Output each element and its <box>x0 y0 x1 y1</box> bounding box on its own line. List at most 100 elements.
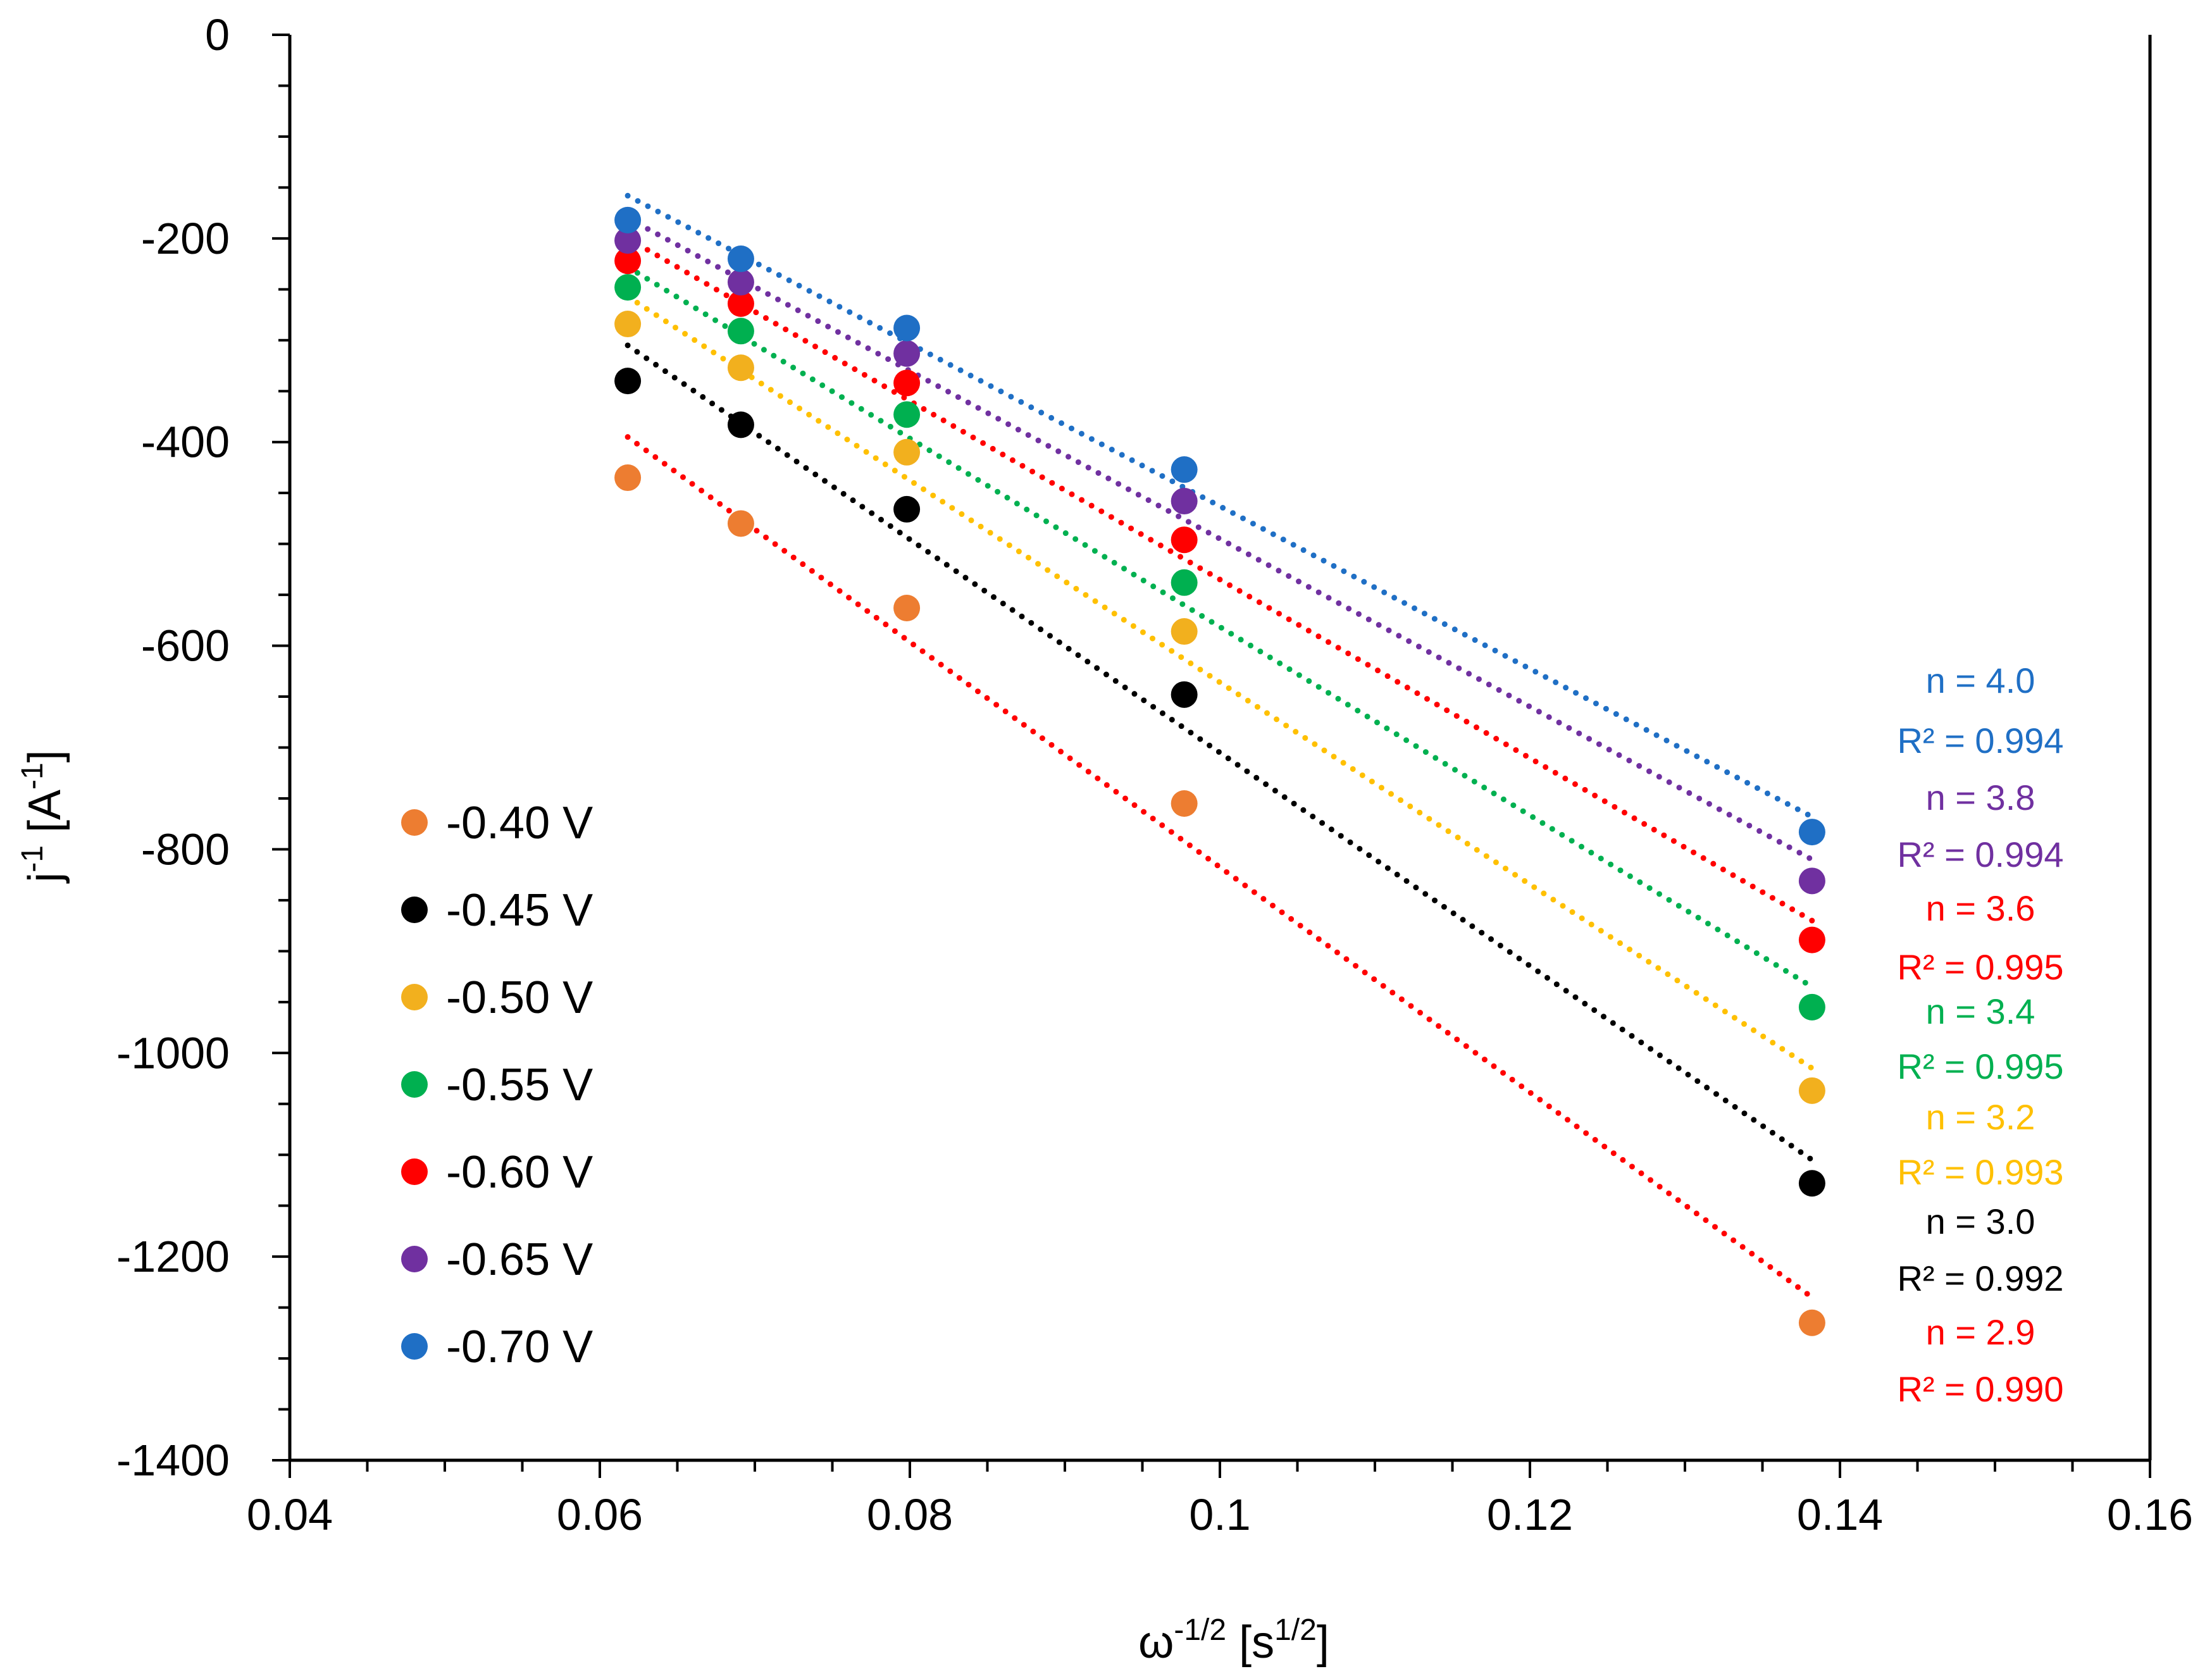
fit-line <box>624 235 1815 924</box>
legend-marker <box>401 809 428 836</box>
data-point <box>727 510 754 537</box>
fit-lines <box>624 192 1815 1301</box>
data-point <box>614 274 642 301</box>
data-point <box>614 368 642 395</box>
data-point <box>727 411 754 438</box>
data-point <box>1171 681 1198 708</box>
fit-r2-value: R² = 0.990 <box>1897 1369 2063 1409</box>
data-point <box>1798 993 1825 1021</box>
fit-line <box>624 342 1815 1163</box>
data-point <box>727 269 754 296</box>
y-axis-title-rest: [A <box>20 790 70 845</box>
data-points <box>614 206 1825 1336</box>
data-point <box>727 318 754 345</box>
legend-marker <box>401 1246 428 1272</box>
fit-line <box>624 434 1815 1301</box>
fit-line <box>624 215 1815 863</box>
data-point <box>893 314 921 342</box>
data-point <box>1171 618 1198 645</box>
data-point <box>727 354 754 382</box>
y-tick-label: -200 <box>141 214 230 263</box>
data-point <box>1171 488 1198 515</box>
data-point <box>1798 1077 1825 1104</box>
data-point <box>1798 1170 1825 1197</box>
x-axis-title-sup: -1/2 <box>1174 1613 1226 1647</box>
data-point <box>727 290 754 317</box>
x-tick-label: 0.08 <box>867 1490 953 1539</box>
x-axis-title-rest: [s <box>1226 1617 1274 1668</box>
x-tick-label: 0.06 <box>557 1490 643 1539</box>
x-tick-labels: 0.04 0.06 0.08 0.1 0.12 0.14 0.16 <box>247 1490 2193 1539</box>
y-axis-title-sup: -1 <box>16 845 49 872</box>
x-axis-title-base: ω <box>1138 1617 1174 1668</box>
fit-line <box>624 192 1815 820</box>
data-point <box>1171 526 1198 554</box>
y-tick-labels: 0 -200 -400 -600 -800 -1000 -1200 -1400 <box>116 10 230 1485</box>
fit-n-value: n = 3.4 <box>1926 991 2035 1031</box>
data-point <box>1798 819 1825 846</box>
y-tick-label: 0 <box>205 10 230 59</box>
data-point <box>893 438 921 466</box>
y-axis-title-base: j <box>20 872 70 884</box>
legend-label: -0.45 V <box>446 885 593 936</box>
data-point <box>1171 569 1198 596</box>
y-axis-title-sup2: -1 <box>16 762 49 790</box>
data-point <box>614 247 642 275</box>
data-point <box>1171 456 1198 483</box>
y-axis-title-end: ] <box>20 750 70 762</box>
data-point <box>614 206 642 233</box>
data-point <box>1798 1309 1825 1336</box>
fit-n-value: n = 4.0 <box>1926 661 2035 700</box>
y-tick-label: -1200 <box>116 1232 230 1281</box>
data-point <box>893 595 921 622</box>
data-point <box>727 245 754 273</box>
data-point <box>893 401 921 428</box>
x-axis-title-end: ] <box>1317 1617 1329 1668</box>
data-point <box>614 464 642 492</box>
legend-marker <box>401 1071 428 1098</box>
fit-n-value: n = 2.9 <box>1926 1312 2035 1352</box>
data-point <box>1798 867 1825 895</box>
fit-line <box>624 264 1815 990</box>
y-tick-label: -400 <box>141 418 230 467</box>
y-tick-label: -1000 <box>116 1028 230 1077</box>
x-tick-label: 0.1 <box>1189 1490 1250 1539</box>
x-axis-title-sup2: 1/2 <box>1274 1613 1317 1647</box>
fit-annotations: n = 2.9 R² = 0.990 n = 3.0 R² = 0.992 n = 3.… <box>1897 661 2063 1409</box>
x-tick-label: 0.12 <box>1487 1490 1573 1539</box>
x-axis-title: ω-1/2 [s1/2] <box>1138 1613 1329 1668</box>
legend-label: -0.65 V <box>446 1234 593 1285</box>
fit-line <box>624 294 1815 1071</box>
data-point <box>614 227 642 254</box>
x-tick-label: 0.16 <box>2107 1490 2193 1539</box>
y-tick-label: -600 <box>141 621 230 671</box>
data-point <box>1171 790 1198 817</box>
legend-label: -0.40 V <box>446 798 593 848</box>
legend-label: -0.50 V <box>446 972 593 1023</box>
fit-n-value: n = 3.2 <box>1926 1097 2035 1137</box>
fit-r2-value: R² = 0.995 <box>1897 947 2063 987</box>
fit-r2-value: R² = 0.995 <box>1897 1046 2063 1086</box>
data-point <box>893 340 921 367</box>
fit-r2-value: R² = 0.993 <box>1897 1152 2063 1192</box>
legend-label: -0.55 V <box>446 1060 593 1110</box>
legend-label: -0.60 V <box>446 1147 593 1198</box>
fit-r2-value: R² = 0.994 <box>1897 835 2063 874</box>
fit-r2-value: R² = 0.992 <box>1897 1258 2063 1298</box>
y-tick-label: -800 <box>141 824 230 874</box>
data-point <box>1798 926 1825 953</box>
legend-marker <box>401 984 428 1010</box>
legend-marker <box>401 1158 428 1185</box>
y-tick-label: -1400 <box>116 1436 230 1485</box>
axes <box>272 34 2152 1478</box>
legend-marker <box>401 897 428 923</box>
fit-n-value: n = 3.6 <box>1926 888 2035 928</box>
y-axis-title: j-1 [A-1] <box>16 750 70 883</box>
data-point <box>893 495 921 523</box>
legend-label: -0.70 V <box>446 1322 593 1372</box>
data-point <box>614 311 642 338</box>
data-point <box>893 369 921 397</box>
legend: -0.40 V -0.45 V -0.50 V -0.55 V -0.60 V -0.65… <box>401 798 593 1372</box>
